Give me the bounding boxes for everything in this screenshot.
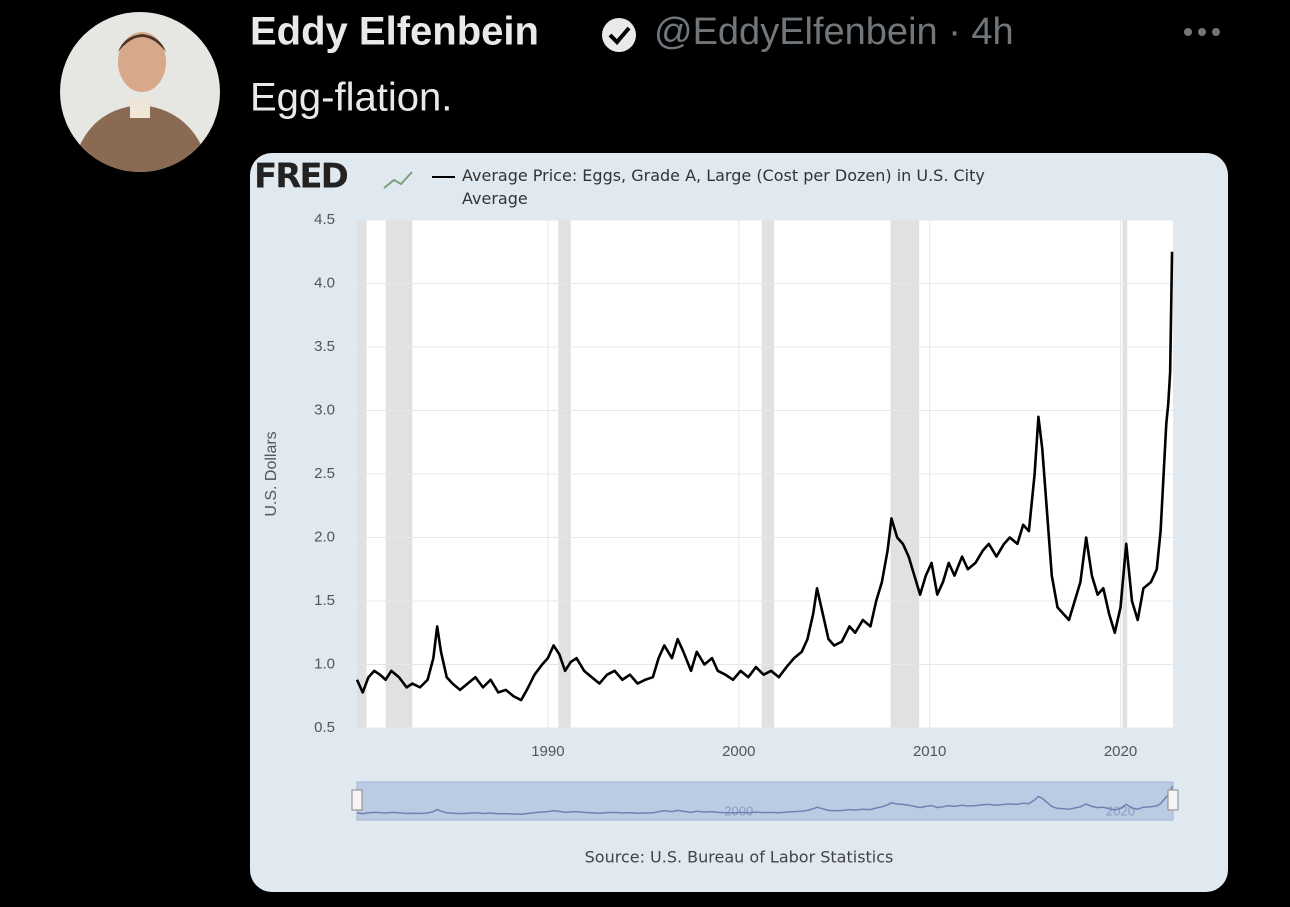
legend: Average Price: Eggs, Grade A, Large (Cos… (462, 166, 985, 208)
y-tick-label: 4.0 (314, 274, 335, 291)
y-tick-label: 3.5 (314, 338, 335, 355)
y-axis-label: U.S. Dollars (263, 431, 280, 516)
more-button[interactable] (1184, 28, 1220, 36)
fred-logo: FRED (254, 157, 348, 197)
logo-icon (383, 171, 413, 189)
tweet-text: Egg-flation. (250, 76, 452, 120)
navigator-handle[interactable] (351, 789, 363, 811)
y-tick-label: 2.5 (314, 465, 335, 482)
y-tick-label: 1.0 (314, 655, 335, 672)
chart: FRED Average Price: Eggs, Grade A, Large … (254, 157, 1179, 867)
x-tick-label: 2010 (913, 743, 946, 760)
x-tick-label: 1990 (531, 743, 564, 760)
avatar[interactable] (60, 12, 220, 180)
navigator (356, 781, 1174, 821)
x-tick-label: 2020 (1104, 743, 1137, 760)
y-tick-label: 3.0 (314, 401, 335, 418)
y-tick-label: 4.5 (314, 211, 335, 228)
navigator-label: 2020 (1106, 803, 1135, 818)
y-tick-label: 0.5 (314, 719, 335, 736)
x-tick-label: 2000 (722, 743, 755, 760)
source: Source: U.S. Bureau of Labor Statistics (585, 848, 894, 867)
navigator-label: 2000 (724, 803, 753, 818)
navigator-handle[interactable] (1167, 789, 1179, 811)
verified-badge (602, 18, 636, 52)
y-tick-label: 2.0 (314, 528, 335, 545)
series-line (355, 251, 1174, 702)
author-meta[interactable]: @EddyElfenbein · 4h (654, 11, 1014, 53)
legend-label: Average Price: Eggs, Grade A, Large (Cos… (462, 166, 985, 208)
y-tick-label: 1.5 (314, 592, 335, 609)
author-name[interactable]: Eddy Elfenbein (250, 10, 539, 54)
navigator-line (356, 785, 1173, 815)
